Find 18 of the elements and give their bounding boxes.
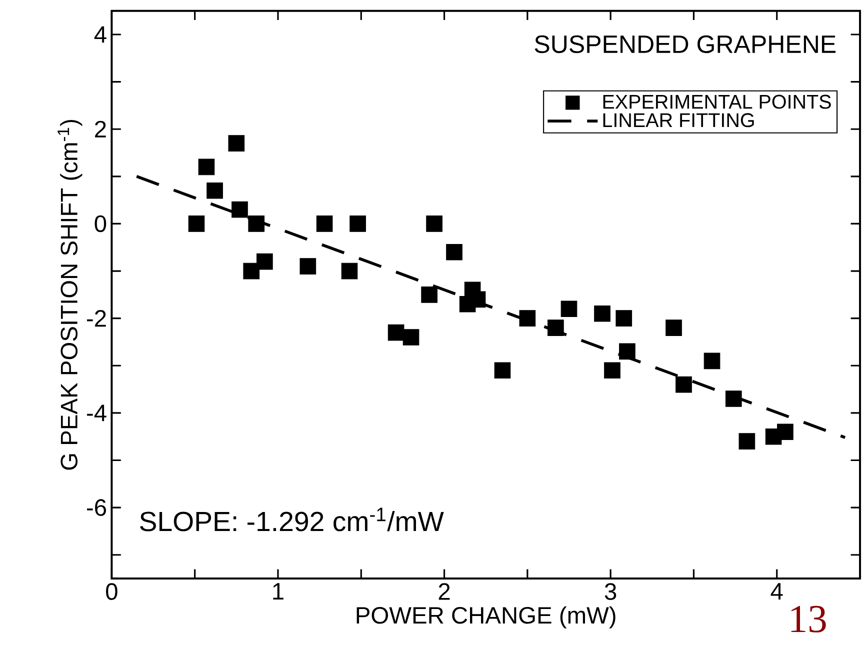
y-tick-label: -4 [87, 404, 106, 422]
text: 13 [791, 606, 826, 633]
y-tick-label: 2 [95, 121, 106, 138]
x-tick-label: 2 [438, 583, 450, 600]
y-axis-title: G PEAK POSITION SHIFT (cm$^{-1}$) [58, 120, 82, 470]
y-tick-label: 0 [94, 215, 106, 232]
y-tick-label: -6 [87, 499, 106, 516]
legend-label: EXPERIMENTAL POINTS [603, 94, 831, 109]
x-tick-label: 4 [770, 583, 783, 600]
y-tick-label: -2 [87, 310, 106, 327]
x-axis-title: POWER CHANGE (mW) [356, 606, 616, 629]
legend-label: LINEAR FITTING [603, 113, 754, 128]
annotation: SLOPE: -1.292 cm$^{-1}$/mW [140, 508, 444, 532]
x-tick-label: 3 [604, 583, 616, 600]
x-tick-label: 0 [106, 583, 118, 600]
y-tick-label: 4 [94, 26, 106, 43]
text: SUSPENDED GRAPHENE [534, 36, 836, 54]
x-tick-label: 1 [273, 583, 284, 600]
